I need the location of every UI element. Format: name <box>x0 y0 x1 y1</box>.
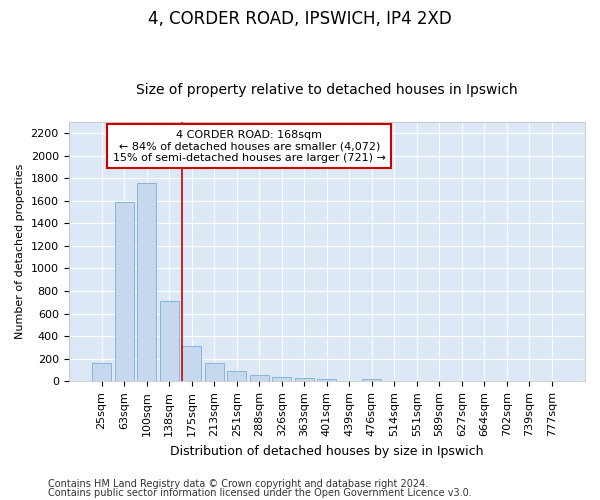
Bar <box>137 182 156 382</box>
Text: 4, CORDER ROAD, IPSWICH, IP4 2XD: 4, CORDER ROAD, IPSWICH, IP4 2XD <box>148 10 452 28</box>
Text: Contains public sector information licensed under the Open Government Licence v3: Contains public sector information licen… <box>48 488 472 498</box>
Bar <box>317 379 337 382</box>
Y-axis label: Number of detached properties: Number of detached properties <box>15 164 25 339</box>
Text: Contains HM Land Registry data © Crown copyright and database right 2024.: Contains HM Land Registry data © Crown c… <box>48 479 428 489</box>
Bar <box>182 346 201 382</box>
Bar <box>295 378 314 382</box>
Bar <box>92 364 111 382</box>
Text: 4 CORDER ROAD: 168sqm
← 84% of detached houses are smaller (4,072)
15% of semi-d: 4 CORDER ROAD: 168sqm ← 84% of detached … <box>113 130 386 163</box>
Bar <box>205 364 224 382</box>
Bar <box>160 301 179 382</box>
Bar <box>115 202 134 382</box>
Bar <box>227 371 246 382</box>
Title: Size of property relative to detached houses in Ipswich: Size of property relative to detached ho… <box>136 83 518 97</box>
Bar <box>362 379 382 382</box>
Bar <box>272 378 291 382</box>
Bar <box>250 375 269 382</box>
X-axis label: Distribution of detached houses by size in Ipswich: Distribution of detached houses by size … <box>170 444 484 458</box>
